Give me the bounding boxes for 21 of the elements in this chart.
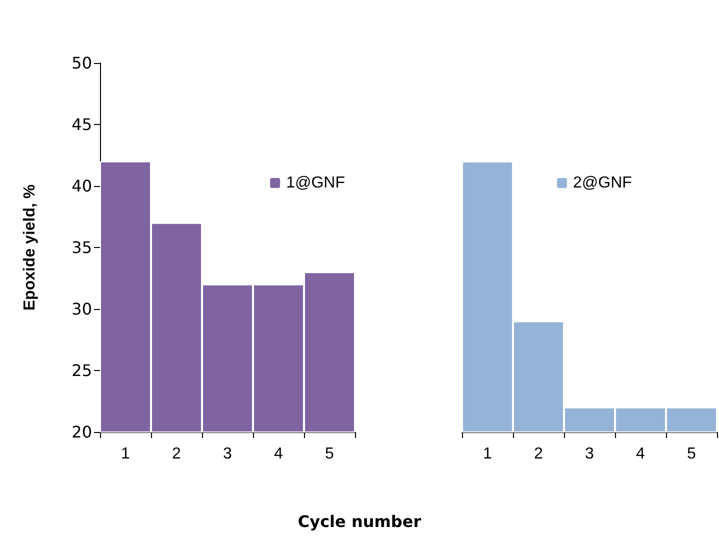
- x-tick-label: 5: [687, 446, 696, 462]
- y-tick-label: 35: [72, 238, 92, 257]
- y-axis-title: Epoxide yield, %: [22, 184, 38, 311]
- x-tick-label: 1: [121, 446, 130, 462]
- y-tick-label: 20: [72, 422, 92, 442]
- x-tick-label: 3: [585, 446, 594, 462]
- y-tick-label: 45: [72, 115, 92, 134]
- y-tick-label: 30: [72, 300, 92, 318]
- x-tick-label: 2: [534, 446, 544, 462]
- x-tick-label: 2: [172, 446, 182, 462]
- x-tick-label: 5: [325, 446, 334, 462]
- x-tick-label: 1: [483, 446, 492, 462]
- x-tick-label: 4: [274, 446, 284, 462]
- y-tick-label: 40: [72, 176, 92, 196]
- x-tick-label: 4: [636, 446, 646, 462]
- y-tick-label: 50: [72, 54, 92, 72]
- legend-label: 1@GNF: [286, 174, 346, 192]
- y-tick-label: 25: [72, 361, 92, 380]
- x-axis-title: Cycle number: [296, 512, 422, 531]
- legend-label: 2@GNF: [573, 174, 632, 192]
- x-tick-label: 3: [223, 446, 232, 462]
